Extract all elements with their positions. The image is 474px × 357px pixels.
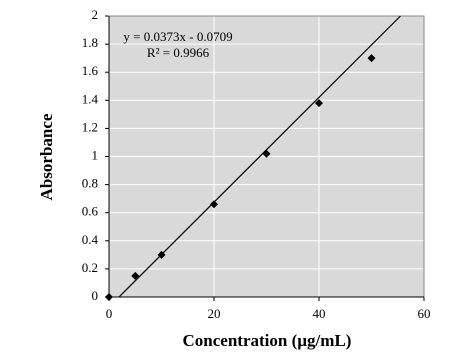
trendline xyxy=(118,15,401,298)
y-axis-title: Absorbance xyxy=(37,113,56,200)
y-tick-label: 1.6 xyxy=(82,63,99,78)
x-tick-label: 0 xyxy=(106,306,113,321)
trendline-equation: y = 0.0373x - 0.0709 xyxy=(123,29,232,44)
y-tick-label: 0.4 xyxy=(82,232,99,247)
y-tick-label: 0.8 xyxy=(82,176,98,191)
data-point xyxy=(262,149,271,158)
data-point xyxy=(315,99,323,108)
y-tick-label: 0.2 xyxy=(82,260,98,275)
x-tick-label: 60 xyxy=(418,306,431,321)
x-tick-label: 20 xyxy=(208,306,221,321)
x-tick-label: 40 xyxy=(313,306,326,321)
y-tick-label: 1 xyxy=(92,147,99,162)
y-tick-label: 2 xyxy=(92,7,99,22)
data-point xyxy=(131,271,140,280)
data-point xyxy=(157,250,166,259)
y-tick-label: 0 xyxy=(92,288,99,303)
y-tick-label: 0.6 xyxy=(82,204,99,219)
y-tick-label: 1.8 xyxy=(82,35,98,50)
x-axis-title: Concentration (µg/mL) xyxy=(183,331,352,350)
trendline-r2: R² = 0.9966 xyxy=(147,45,210,60)
data-point xyxy=(210,200,218,209)
y-tick-label: 1.2 xyxy=(82,119,98,134)
data-point xyxy=(105,293,113,301)
y-tick-label: 1.4 xyxy=(82,91,99,106)
data-point xyxy=(367,54,376,63)
